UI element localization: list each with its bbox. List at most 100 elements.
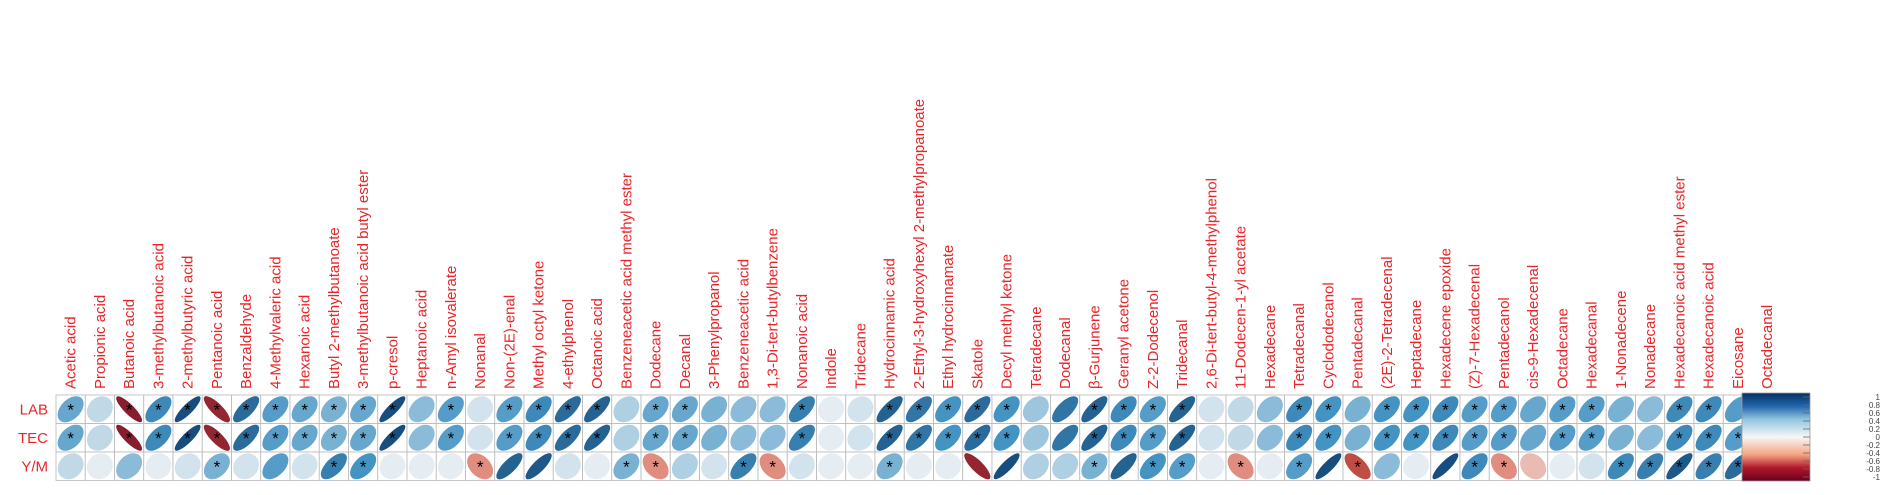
significance-mark: * bbox=[1471, 429, 1478, 448]
legend-tick-label: -0.2 bbox=[1866, 441, 1880, 450]
correlation-ellipse bbox=[525, 396, 552, 423]
significance-mark: * bbox=[1120, 429, 1127, 448]
correlation-ellipse bbox=[1227, 453, 1254, 480]
significance-mark: * bbox=[1618, 457, 1625, 476]
significance-mark: * bbox=[155, 429, 162, 448]
column-label: Cyclododecanol bbox=[1320, 282, 1337, 389]
correlation-ellipse bbox=[1549, 424, 1576, 451]
column-label: Pentanoic acid bbox=[209, 291, 226, 389]
correlation-ellipse bbox=[1403, 453, 1430, 480]
correlation-ellipse bbox=[1432, 453, 1459, 480]
correlation-ellipse bbox=[350, 396, 377, 423]
significance-mark: * bbox=[740, 457, 747, 476]
column-label: Hydrocinnamic acid bbox=[882, 258, 899, 389]
significance-mark: * bbox=[1676, 457, 1683, 476]
correlation-ellipse bbox=[1578, 396, 1605, 423]
significance-mark: * bbox=[565, 400, 572, 419]
correlation-ellipse bbox=[1256, 453, 1283, 480]
column-label: Nonanoic acid bbox=[794, 294, 811, 389]
significance-mark: * bbox=[1501, 400, 1508, 419]
matrix-cells: * * * * * * * * * * * * * * * * * * * * * * * * * * * * * * * * * * * * * * * *… bbox=[55, 394, 1783, 481]
significance-mark: * bbox=[974, 429, 981, 448]
correlation-ellipse bbox=[1344, 424, 1371, 451]
correlation-ellipse bbox=[350, 424, 377, 451]
correlation-ellipse bbox=[935, 396, 962, 423]
significance-mark: * bbox=[1676, 429, 1683, 448]
column-label: 2-methylbutyric acid bbox=[180, 256, 197, 389]
column-label: Octadecane bbox=[1554, 308, 1571, 389]
correlation-ellipse bbox=[1607, 396, 1634, 423]
legend-tick-label: -0.4 bbox=[1866, 449, 1880, 458]
significance-mark: * bbox=[1179, 400, 1186, 419]
correlation-ellipse bbox=[116, 424, 143, 451]
correlation-ellipse bbox=[496, 424, 523, 451]
correlation-ellipse bbox=[554, 424, 581, 451]
significance-mark: * bbox=[1735, 429, 1742, 448]
correlation-ellipse bbox=[1403, 396, 1430, 423]
correlation-ellipse bbox=[467, 424, 494, 451]
correlation-ellipse bbox=[1461, 424, 1488, 451]
significance-mark: * bbox=[1296, 429, 1303, 448]
correlation-ellipse bbox=[145, 396, 172, 423]
column-label: 1,3-Di-tert-butylbenzene bbox=[765, 228, 782, 389]
correlation-ellipse bbox=[1520, 424, 1547, 451]
correlation-ellipse bbox=[818, 424, 845, 451]
significance-mark: * bbox=[1091, 400, 1098, 419]
correlation-ellipse bbox=[1490, 424, 1517, 451]
significance-mark: * bbox=[243, 400, 250, 419]
correlation-ellipse bbox=[1637, 424, 1664, 451]
column-label: Hexadecene epoxide bbox=[1437, 248, 1454, 389]
significance-mark: * bbox=[1501, 457, 1508, 476]
significance-mark: * bbox=[272, 429, 279, 448]
correlation-ellipse bbox=[262, 453, 289, 480]
column-label: Octanoic acid bbox=[589, 298, 606, 389]
color-legend-bar bbox=[1741, 392, 1811, 482]
significance-mark: * bbox=[1003, 429, 1010, 448]
correlation-ellipse bbox=[1432, 424, 1459, 451]
significance-mark: * bbox=[974, 400, 981, 419]
correlation-ellipse bbox=[1461, 396, 1488, 423]
correlation-ellipse bbox=[935, 453, 962, 480]
correlation-ellipse bbox=[642, 424, 669, 451]
correlation-ellipse bbox=[291, 424, 318, 451]
column-label: 11-Dodecen-1-yl acetate bbox=[1233, 226, 1250, 389]
correlation-ellipse bbox=[847, 453, 874, 480]
correlation-ellipse bbox=[1549, 453, 1576, 480]
significance-mark: * bbox=[1559, 429, 1566, 448]
correlation-ellipse bbox=[437, 396, 464, 423]
significance-mark: * bbox=[331, 400, 338, 419]
correlation-ellipse bbox=[964, 424, 991, 451]
column-label: Geranyl acetone bbox=[1116, 279, 1133, 389]
correlation-ellipse bbox=[730, 396, 757, 423]
color-legend bbox=[1741, 392, 1811, 482]
significance-mark: * bbox=[1705, 429, 1712, 448]
significance-mark: * bbox=[448, 400, 455, 419]
correlation-ellipse bbox=[1432, 396, 1459, 423]
column-label: Nonadecane bbox=[1642, 304, 1659, 389]
correlation-ellipse bbox=[701, 453, 728, 480]
correlation-ellipse bbox=[613, 453, 640, 480]
significance-mark: * bbox=[126, 400, 133, 419]
significance-mark: * bbox=[214, 429, 221, 448]
correlation-ellipse bbox=[86, 396, 113, 423]
significance-mark: * bbox=[1471, 400, 1478, 419]
correlation-ellipse bbox=[437, 453, 464, 480]
correlation-ellipse bbox=[1139, 424, 1166, 451]
significance-mark: * bbox=[682, 429, 689, 448]
column-label: Dodecane bbox=[648, 321, 665, 389]
correlation-ellipse bbox=[1373, 396, 1400, 423]
correlation-ellipse bbox=[174, 396, 201, 423]
significance-mark: * bbox=[1091, 429, 1098, 448]
column-label: 1-Nonadecene bbox=[1613, 291, 1630, 389]
correlation-ellipse bbox=[1637, 396, 1664, 423]
column-label: Hexadecane bbox=[1262, 305, 1279, 389]
correlation-ellipse bbox=[759, 396, 786, 423]
correlation-ellipse bbox=[701, 424, 728, 451]
correlation-ellipse bbox=[57, 396, 84, 423]
column-labels: Acetic acid Propionic acid Butanoic acid 3-… bbox=[63, 99, 1777, 389]
column-label: 4-Methylvaleric acid bbox=[267, 256, 284, 389]
significance-mark: * bbox=[594, 429, 601, 448]
significance-mark: * bbox=[1442, 429, 1449, 448]
correlation-ellipse bbox=[1198, 396, 1225, 423]
correlation-ellipse bbox=[496, 453, 523, 480]
